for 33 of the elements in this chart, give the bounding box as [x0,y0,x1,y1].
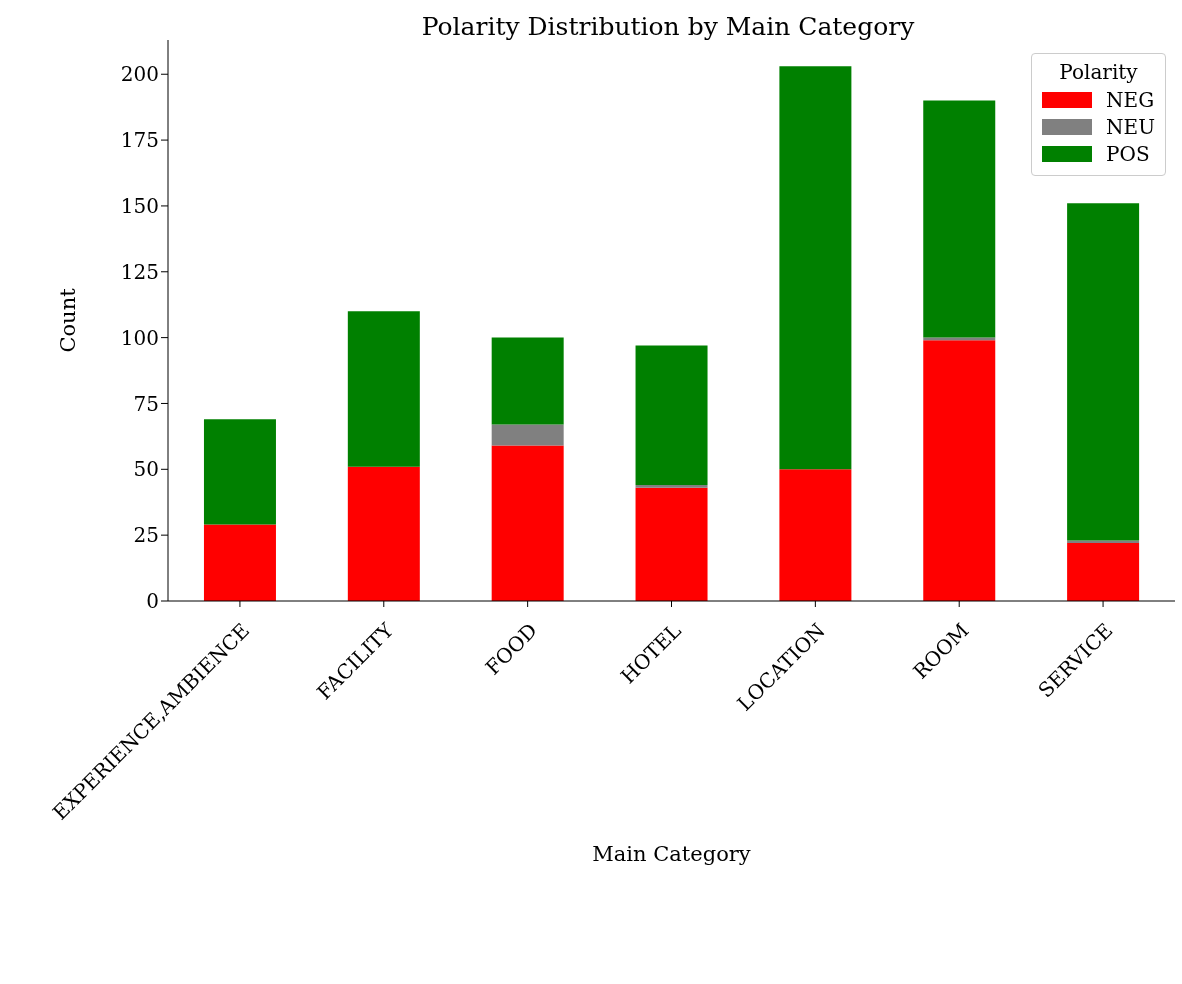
y-tick-label: 125 [120,259,159,284]
bar [923,340,996,601]
bar [491,337,564,425]
legend-label: NEU [1106,115,1155,139]
y-tick-label: 175 [120,128,159,153]
bar [491,424,564,446]
bar [203,419,276,525]
x-axis-title: Main Category [592,842,751,866]
y-tick-label: 50 [133,457,159,482]
legend-title: Polarity [1058,60,1139,84]
bar [779,66,852,470]
bar [1067,540,1140,544]
bar [203,524,276,601]
chart-title: Polarity Distribution by Main Category [420,12,916,41]
bar [635,485,708,488]
bar [347,466,420,601]
y-tick-label: 100 [120,325,159,350]
y-tick-label: 150 [120,194,159,219]
y-tick-label: 200 [120,62,159,87]
y-tick-label: 25 [133,523,159,548]
bar [1067,203,1140,541]
bar [779,469,852,601]
bar [1067,543,1140,601]
legend-label: NEG [1106,88,1155,112]
bar [635,345,708,486]
y-tick-label: 75 [133,391,159,416]
bar [635,487,708,601]
bar [491,445,564,601]
y-axis-title: Count [56,287,81,353]
y-tick-label: 0 [146,589,159,614]
bar [923,100,996,338]
bar [347,311,420,467]
legend-label: POS [1106,142,1150,166]
